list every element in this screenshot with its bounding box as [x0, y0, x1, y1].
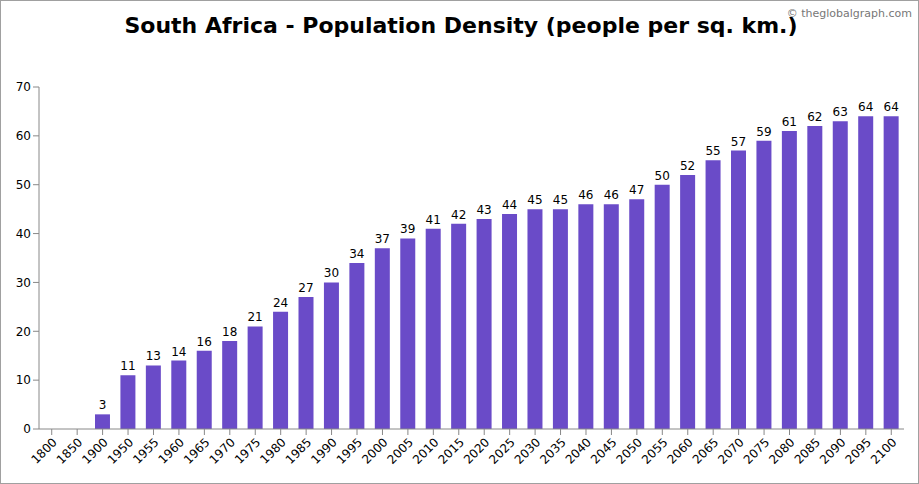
svg-text:37: 37	[375, 232, 390, 246]
svg-text:59: 59	[756, 125, 771, 139]
svg-text:16: 16	[197, 335, 212, 349]
svg-text:1980: 1980	[257, 435, 288, 466]
svg-text:1975: 1975	[232, 435, 263, 466]
svg-text:62: 62	[807, 110, 822, 124]
svg-text:2075: 2075	[741, 435, 772, 466]
svg-text:55: 55	[705, 144, 720, 158]
svg-text:1965: 1965	[181, 435, 212, 466]
svg-text:2015: 2015	[435, 435, 466, 466]
svg-text:2025: 2025	[486, 435, 517, 466]
svg-text:3: 3	[99, 398, 107, 412]
svg-text:2005: 2005	[385, 435, 416, 466]
svg-text:1955: 1955	[130, 435, 161, 466]
svg-text:2010: 2010	[410, 435, 441, 466]
svg-text:1995: 1995	[334, 435, 365, 466]
svg-text:2065: 2065	[690, 435, 721, 466]
svg-text:60: 60	[16, 129, 31, 143]
svg-text:45: 45	[527, 193, 542, 207]
svg-text:1990: 1990	[308, 435, 339, 466]
svg-text:61: 61	[782, 115, 797, 129]
svg-text:2020: 2020	[461, 435, 492, 466]
svg-text:2000: 2000	[359, 435, 390, 466]
svg-text:2085: 2085	[792, 435, 823, 466]
svg-text:10: 10	[16, 373, 31, 387]
svg-text:2050: 2050	[614, 435, 645, 466]
svg-text:1900: 1900	[79, 435, 110, 466]
svg-text:39: 39	[400, 222, 415, 236]
svg-text:46: 46	[604, 188, 619, 202]
svg-text:2100: 2100	[868, 435, 899, 466]
svg-text:52: 52	[680, 159, 695, 173]
svg-text:18: 18	[222, 325, 237, 339]
svg-text:1800: 1800	[28, 435, 59, 466]
svg-text:11: 11	[120, 359, 135, 373]
svg-text:70: 70	[16, 80, 31, 94]
svg-text:0: 0	[23, 422, 31, 436]
svg-text:2035: 2035	[537, 435, 568, 466]
svg-text:50: 50	[655, 169, 670, 183]
svg-text:21: 21	[247, 310, 262, 324]
svg-text:45: 45	[553, 193, 568, 207]
svg-text:50: 50	[16, 178, 31, 192]
svg-text:34: 34	[349, 247, 364, 261]
svg-text:20: 20	[16, 325, 31, 339]
svg-text:14: 14	[171, 345, 186, 359]
svg-text:2080: 2080	[766, 435, 797, 466]
svg-text:24: 24	[273, 296, 288, 310]
svg-text:57: 57	[731, 135, 746, 149]
svg-text:2045: 2045	[588, 435, 619, 466]
svg-text:2070: 2070	[715, 435, 746, 466]
svg-text:2090: 2090	[817, 435, 848, 466]
svg-text:1850: 1850	[54, 435, 85, 466]
svg-text:47: 47	[629, 183, 644, 197]
svg-text:64: 64	[884, 100, 899, 114]
html-text:South Africa - Population Dens: South Africa - Population Density (peopl…	[124, 13, 798, 38]
svg-text:2030: 2030	[512, 435, 543, 466]
html-text:© theglobalgraph.com: © theglobalgraph.com	[786, 7, 912, 20]
svg-text:42: 42	[451, 208, 466, 222]
svg-text:64: 64	[858, 100, 873, 114]
svg-text:44: 44	[502, 198, 517, 212]
svg-text:2060: 2060	[664, 435, 695, 466]
svg-text:1970: 1970	[206, 435, 237, 466]
svg-text:2040: 2040	[563, 435, 594, 466]
svg-text:2095: 2095	[842, 435, 873, 466]
svg-text:46: 46	[578, 188, 593, 202]
svg-text:2055: 2055	[639, 435, 670, 466]
svg-text:27: 27	[298, 281, 313, 295]
svg-text:30: 30	[16, 276, 31, 290]
svg-text:13: 13	[146, 349, 161, 363]
svg-text:63: 63	[833, 105, 848, 119]
svg-text:40: 40	[16, 227, 31, 241]
svg-text:41: 41	[426, 213, 441, 227]
svg-text:1960: 1960	[156, 435, 187, 466]
svg-text:1985: 1985	[283, 435, 314, 466]
svg-text:30: 30	[324, 266, 339, 280]
svg-text:1950: 1950	[105, 435, 136, 466]
svg-text:43: 43	[476, 203, 491, 217]
